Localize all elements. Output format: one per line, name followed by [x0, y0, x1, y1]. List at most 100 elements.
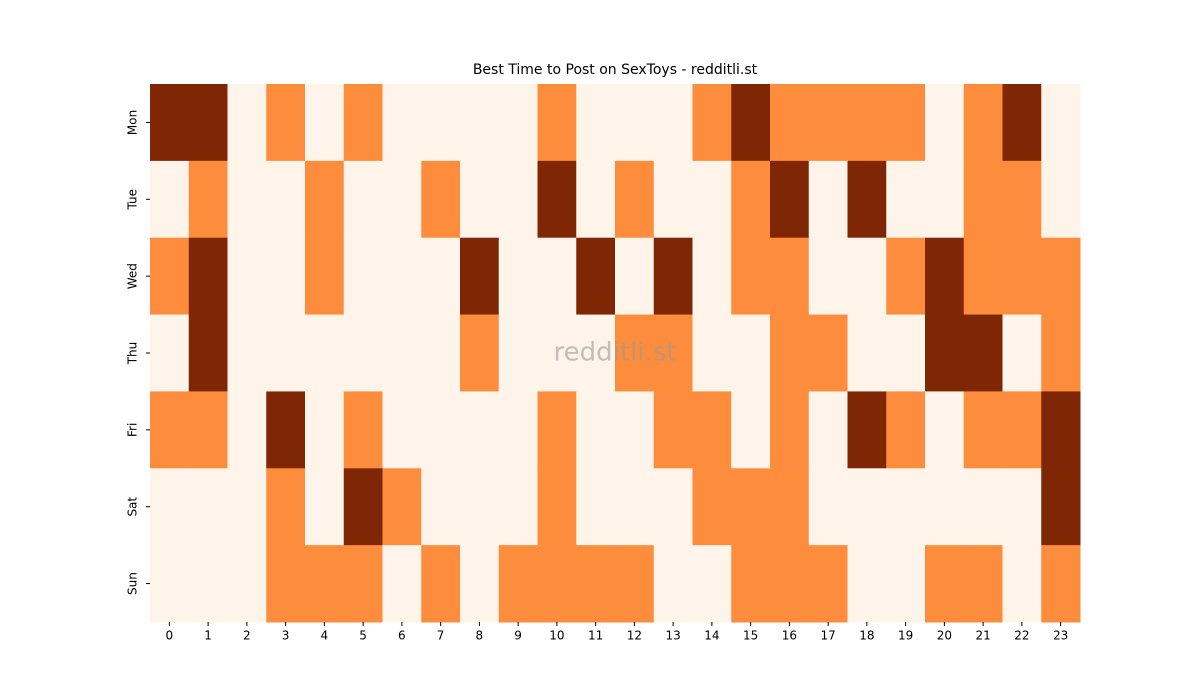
y-tick-label: Sat	[126, 497, 140, 517]
heatmap-cell	[963, 545, 1003, 623]
heatmap-cell	[227, 545, 267, 623]
heatmap-cell	[460, 237, 500, 316]
heatmap-cell	[576, 468, 616, 546]
heatmap-cell	[537, 237, 577, 316]
heatmap-cell	[227, 237, 267, 316]
heatmap-cell	[653, 391, 693, 469]
heatmap-cell	[847, 391, 887, 469]
heatmap-cell	[305, 391, 345, 469]
heatmap-cell	[227, 84, 267, 162]
heatmap-cell	[886, 545, 926, 623]
heatmap-cell	[421, 468, 461, 546]
heatmap-cell	[1002, 468, 1042, 546]
heatmap-cell	[886, 314, 926, 392]
y-tick-label: Sun	[126, 572, 140, 595]
heatmap-cell	[731, 391, 771, 469]
heatmap-cell	[188, 160, 228, 239]
heatmap-cell	[808, 237, 848, 316]
heatmap-cell	[808, 545, 848, 623]
heatmap-cell	[343, 160, 383, 239]
heatmap-cell	[266, 84, 306, 162]
heatmap-cell	[653, 237, 693, 316]
x-tick-label: 23	[1053, 629, 1068, 643]
heatmap-cell	[847, 314, 887, 392]
heatmap-cell	[305, 160, 345, 239]
heatmap-cell	[1041, 468, 1081, 546]
heatmap-cell	[537, 160, 577, 239]
heatmap-cell	[343, 468, 383, 546]
heatmap-cell	[576, 391, 616, 469]
heatmap-cell	[847, 468, 887, 546]
heatmap-cell	[498, 160, 538, 239]
x-tick-label: 17	[820, 629, 835, 643]
heatmap-cell	[615, 84, 655, 162]
heatmap-cell	[421, 237, 461, 316]
heatmap-cell	[266, 314, 306, 392]
heatmap-cell	[421, 314, 461, 392]
heatmap-cell	[498, 545, 538, 623]
heatmap-cell	[925, 391, 965, 469]
chart-title: Best Time to Post on SexToys - redditli.…	[473, 62, 758, 78]
heatmap-cell	[770, 84, 810, 162]
heatmap-cell	[925, 468, 965, 546]
heatmap-cell	[537, 314, 577, 392]
heatmap-cell	[770, 468, 810, 546]
heatmap-cell	[692, 160, 732, 239]
heatmap-cell	[343, 391, 383, 469]
heatmap-cell	[305, 84, 345, 162]
heatmap-cell	[770, 314, 810, 392]
heatmap-cell	[1041, 391, 1081, 469]
heatmap-cell	[150, 160, 190, 239]
heatmap-cell	[227, 160, 267, 239]
x-tick-label: 22	[1014, 629, 1029, 643]
heatmap-cell	[653, 314, 693, 392]
heatmap-cell	[150, 314, 190, 392]
heatmap-cell	[576, 84, 616, 162]
heatmap-cell	[847, 545, 887, 623]
heatmap-cell	[1002, 237, 1042, 316]
heatmap-cell	[731, 160, 771, 239]
heatmap-cell	[421, 84, 461, 162]
heatmap-cell	[1002, 160, 1042, 239]
heatmap-cell	[150, 468, 190, 546]
heatmap-cell	[227, 468, 267, 546]
heatmap-cell	[188, 391, 228, 469]
heatmap-cell	[576, 545, 616, 623]
heatmap-cell	[615, 237, 655, 316]
heatmap-cell	[382, 237, 422, 316]
heatmap-cell	[1002, 84, 1042, 162]
heatmap-cell	[847, 237, 887, 316]
heatmap-cell	[460, 314, 500, 392]
heatmap-cell	[421, 160, 461, 239]
x-tick-label: 15	[743, 629, 758, 643]
heatmap-cell	[266, 545, 306, 623]
heatmap-cell	[963, 391, 1003, 469]
x-tick-label: 4	[321, 629, 329, 643]
heatmap-cell	[460, 84, 500, 162]
heatmap-cell	[692, 237, 732, 316]
heatmap-cell	[382, 391, 422, 469]
heatmap-cell	[770, 391, 810, 469]
heatmap-cell	[266, 391, 306, 469]
heatmap-cell	[847, 160, 887, 239]
heatmap-cell	[808, 84, 848, 162]
heatmap-cell	[770, 160, 810, 239]
heatmap-cell	[576, 160, 616, 239]
heatmap-cell	[421, 545, 461, 623]
x-tick-label: 21	[975, 629, 990, 643]
heatmap-cell	[886, 237, 926, 316]
heatmap-cell	[692, 84, 732, 162]
heatmap-cell	[150, 391, 190, 469]
heatmap-cell	[847, 84, 887, 162]
heatmap-cell	[653, 160, 693, 239]
heatmap-cell	[808, 468, 848, 546]
heatmap-cell	[305, 468, 345, 546]
heatmap-cell	[615, 468, 655, 546]
x-tick-label: 20	[937, 629, 952, 643]
x-tick-label: 3	[282, 629, 290, 643]
heatmap-cell	[537, 391, 577, 469]
heatmap-cell	[925, 160, 965, 239]
heatmap-cell	[188, 314, 228, 392]
x-tick-label: 1	[204, 629, 212, 643]
heatmap-cell	[886, 391, 926, 469]
